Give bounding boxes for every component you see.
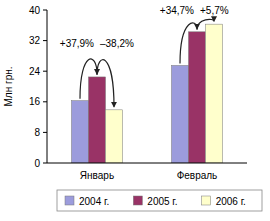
legend-swatch bbox=[133, 196, 142, 205]
legend-label: 2005 г. bbox=[147, 196, 177, 207]
y-tick-label: 40 bbox=[29, 5, 41, 16]
y-tick-label: 16 bbox=[29, 96, 41, 107]
y-tick bbox=[43, 71, 47, 72]
legend-swatch bbox=[65, 196, 74, 205]
x-axis bbox=[47, 163, 247, 164]
y-tick bbox=[43, 132, 47, 133]
y-tick bbox=[43, 10, 47, 11]
annotation: +34,7% bbox=[160, 5, 194, 16]
annotation-arrow bbox=[197, 19, 214, 29]
bar bbox=[72, 101, 89, 163]
y-tick bbox=[43, 101, 47, 102]
x-tick-label: Январь bbox=[80, 170, 114, 181]
y-tick-label: 8 bbox=[34, 127, 40, 138]
legend-label: 2006 г. bbox=[216, 196, 246, 207]
annotation-arrow bbox=[180, 23, 197, 64]
legend-label: 2004 г. bbox=[79, 196, 109, 207]
y-tick-label: 24 bbox=[29, 66, 41, 77]
legend-swatch bbox=[202, 196, 211, 205]
y-tick bbox=[43, 40, 47, 41]
x-tick-label: Февраль bbox=[177, 170, 218, 181]
annotation: +37,9% bbox=[60, 38, 94, 49]
annotation: –38,2% bbox=[100, 38, 134, 49]
y-tick-label: 0 bbox=[34, 158, 40, 169]
bar bbox=[106, 110, 123, 163]
y-tick bbox=[43, 163, 47, 164]
bar bbox=[189, 32, 206, 163]
y-axis-label: Млн грн. bbox=[3, 67, 14, 107]
chart: Млн грн. 0 8 16 24 32 40 Январь Февраль +37,9% –38… bbox=[0, 0, 270, 221]
bar bbox=[89, 77, 106, 163]
bar bbox=[206, 24, 223, 163]
annotation: +5,7% bbox=[200, 5, 229, 16]
y-axis bbox=[47, 10, 48, 163]
legend-box bbox=[57, 190, 262, 211]
y-tick-label: 32 bbox=[29, 35, 41, 46]
bars bbox=[72, 24, 223, 163]
bar bbox=[172, 65, 189, 163]
annotation-arrow bbox=[97, 60, 114, 107]
annotation-arrow bbox=[80, 59, 97, 99]
